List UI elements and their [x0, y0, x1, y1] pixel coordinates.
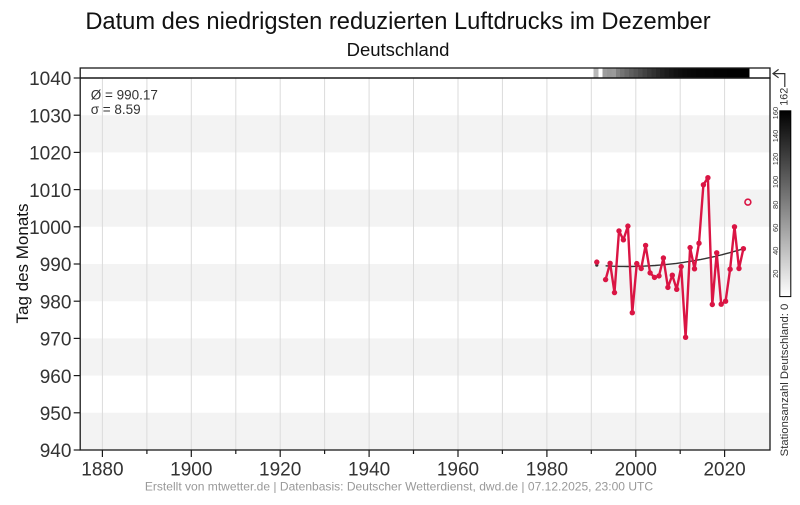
svg-text:σ = 8.59: σ = 8.59 — [91, 102, 141, 117]
svg-text:60: 60 — [771, 224, 780, 232]
svg-text:Erstellt von mtwetter.de | Dat: Erstellt von mtwetter.de | Datenbasis: D… — [145, 479, 654, 493]
svg-text:162: 162 — [778, 88, 790, 106]
svg-text:1960: 1960 — [437, 460, 479, 481]
svg-text:Datum des niedrigsten reduzier: Datum des niedrigsten reduzierten Luftdr… — [85, 9, 710, 35]
svg-text:Ø = 990.17: Ø = 990.17 — [91, 88, 158, 103]
svg-text:Tag des Monats: Tag des Monats — [13, 203, 32, 323]
svg-text:40: 40 — [771, 247, 780, 255]
svg-text:Deutschland: Deutschland — [347, 39, 450, 60]
svg-text:20: 20 — [771, 270, 780, 278]
svg-text:980: 980 — [40, 292, 72, 313]
svg-text:1920: 1920 — [259, 460, 301, 481]
svg-text:1020: 1020 — [29, 144, 71, 165]
svg-text:1900: 1900 — [170, 460, 212, 481]
svg-text:80: 80 — [771, 201, 780, 209]
svg-text:940: 940 — [40, 441, 72, 462]
svg-text:1880: 1880 — [81, 460, 123, 481]
svg-text:2020: 2020 — [703, 460, 745, 481]
svg-text:990: 990 — [40, 255, 72, 276]
svg-text:1010: 1010 — [29, 181, 71, 202]
svg-text:140: 140 — [771, 130, 780, 143]
svg-text:120: 120 — [771, 153, 780, 166]
svg-text:1000: 1000 — [29, 218, 71, 239]
svg-text:160: 160 — [771, 107, 780, 120]
svg-text:1980: 1980 — [526, 460, 568, 481]
svg-text:1040: 1040 — [29, 69, 71, 90]
svg-text:950: 950 — [40, 404, 72, 425]
svg-text:Stationsanzahl Deutschland: 0: Stationsanzahl Deutschland: 0 — [779, 304, 791, 457]
svg-text:1940: 1940 — [348, 460, 390, 481]
svg-text:2000: 2000 — [615, 460, 657, 481]
svg-text:960: 960 — [40, 367, 72, 388]
svg-text:100: 100 — [771, 176, 780, 189]
svg-text:1030: 1030 — [29, 106, 71, 127]
svg-text:970: 970 — [40, 330, 72, 351]
